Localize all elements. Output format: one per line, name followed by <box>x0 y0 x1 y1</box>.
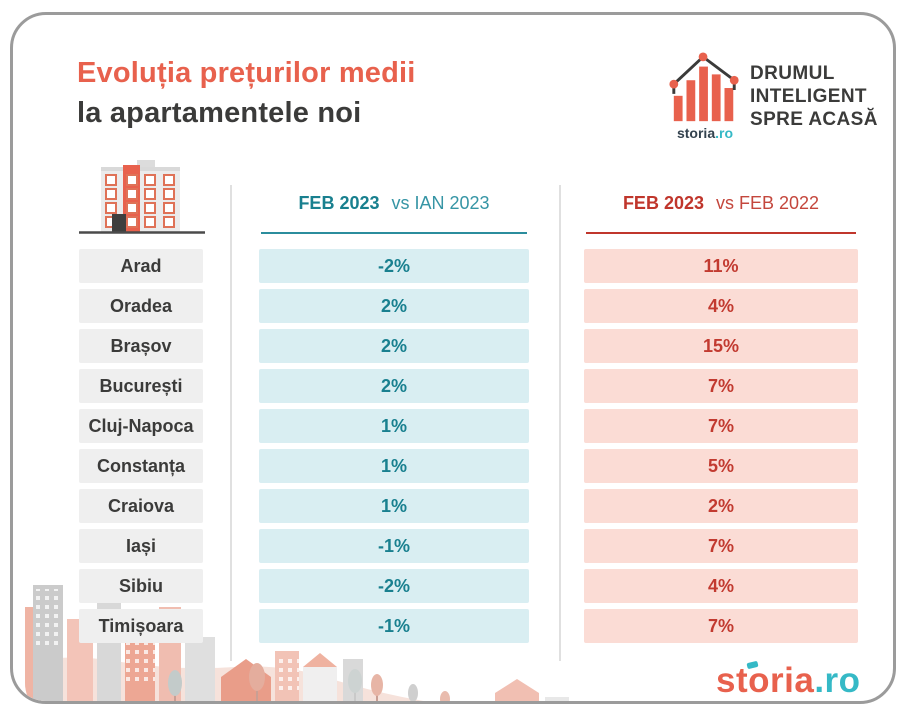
header-yoy-rest: vs FEB 2022 <box>716 193 820 213</box>
yoy-value: 7% <box>584 369 858 403</box>
title-line-2: la apartamentele noi <box>77 97 362 129</box>
header-feb2023-vs-feb2022: FEB 2023 vs FEB 2022 <box>584 193 858 214</box>
header-mom-rest: vs IAN 2023 <box>391 193 490 213</box>
yoy-value: 7% <box>584 529 858 563</box>
column-divider-left <box>230 185 232 661</box>
mom-value: -1% <box>259 529 529 563</box>
mom-value: 2% <box>259 329 529 363</box>
brand-logo-small: storia.ro <box>665 125 745 141</box>
footer-storia-logo: storia.ro <box>716 660 861 701</box>
brand-logo-tld: .ro <box>715 125 733 141</box>
apartment-building-illustration <box>79 160 205 234</box>
yoy-value-column: 11% 4% 15% 7% 7% 5% 2% 7% 4% 7% <box>584 249 858 649</box>
brand-logo-name: storia <box>676 125 716 141</box>
city-label: Cluj-Napoca <box>79 409 203 443</box>
mom-value: 2% <box>259 369 529 403</box>
yoy-value: 4% <box>584 569 858 603</box>
yoy-value: 11% <box>584 249 858 283</box>
city-label: Sibiu <box>79 569 203 603</box>
mom-value-column: -2% 2% 2% 2% 1% 1% 1% -1% -2% -1% <box>259 249 529 649</box>
city-label: Timișoara <box>79 609 203 643</box>
title-line-1: Evoluția prețurilor medii <box>77 57 416 89</box>
mom-value: -2% <box>259 249 529 283</box>
tagline-line-1: DRUMUL <box>750 63 835 84</box>
header-yoy-bold: FEB 2023 <box>622 193 704 213</box>
footer-logo-tld: .ro <box>814 661 861 700</box>
city-column: Arad Oradea Brașov București Cluj-Napoca… <box>79 249 203 649</box>
column-divider-right <box>559 185 561 661</box>
header-underline-mom <box>261 232 527 234</box>
city-label: Craiova <box>79 489 203 523</box>
yoy-value: 7% <box>584 409 858 443</box>
mom-value: 1% <box>259 449 529 483</box>
city-label: Brașov <box>79 329 203 363</box>
city-label: Constanța <box>79 449 203 483</box>
header-mom-bold: FEB 2023 <box>298 193 380 213</box>
city-label: București <box>79 369 203 403</box>
mom-value: 2% <box>259 289 529 323</box>
city-label: Arad <box>79 249 203 283</box>
page-title: Evoluția prețurilor medii la apartamente… <box>77 57 416 130</box>
house-bar-chart-icon <box>669 52 739 122</box>
yoy-value: 15% <box>584 329 858 363</box>
header-underline-yoy <box>586 232 856 234</box>
tagline-line-3: SPRE ACASĂ <box>750 109 878 130</box>
yoy-value: 5% <box>584 449 858 483</box>
card: Evoluția prețurilor medii la apartamente… <box>10 12 896 704</box>
yoy-value: 7% <box>584 609 858 643</box>
yoy-value: 2% <box>584 489 858 523</box>
brand-tagline: DRUMUL INTELIGENT SPRE ACASĂ <box>750 62 878 131</box>
mom-value: 1% <box>259 409 529 443</box>
mom-value: 1% <box>259 489 529 523</box>
mom-value: -2% <box>259 569 529 603</box>
city-label: Iași <box>79 529 203 563</box>
header-feb2023-vs-ian2023: FEB 2023 vs IAN 2023 <box>259 193 529 214</box>
city-label: Oradea <box>79 289 203 323</box>
mom-value: -1% <box>259 609 529 643</box>
yoy-value: 4% <box>584 289 858 323</box>
footer-logo-name: storia <box>716 661 815 700</box>
tagline-line-2: INTELIGENT <box>750 86 867 107</box>
